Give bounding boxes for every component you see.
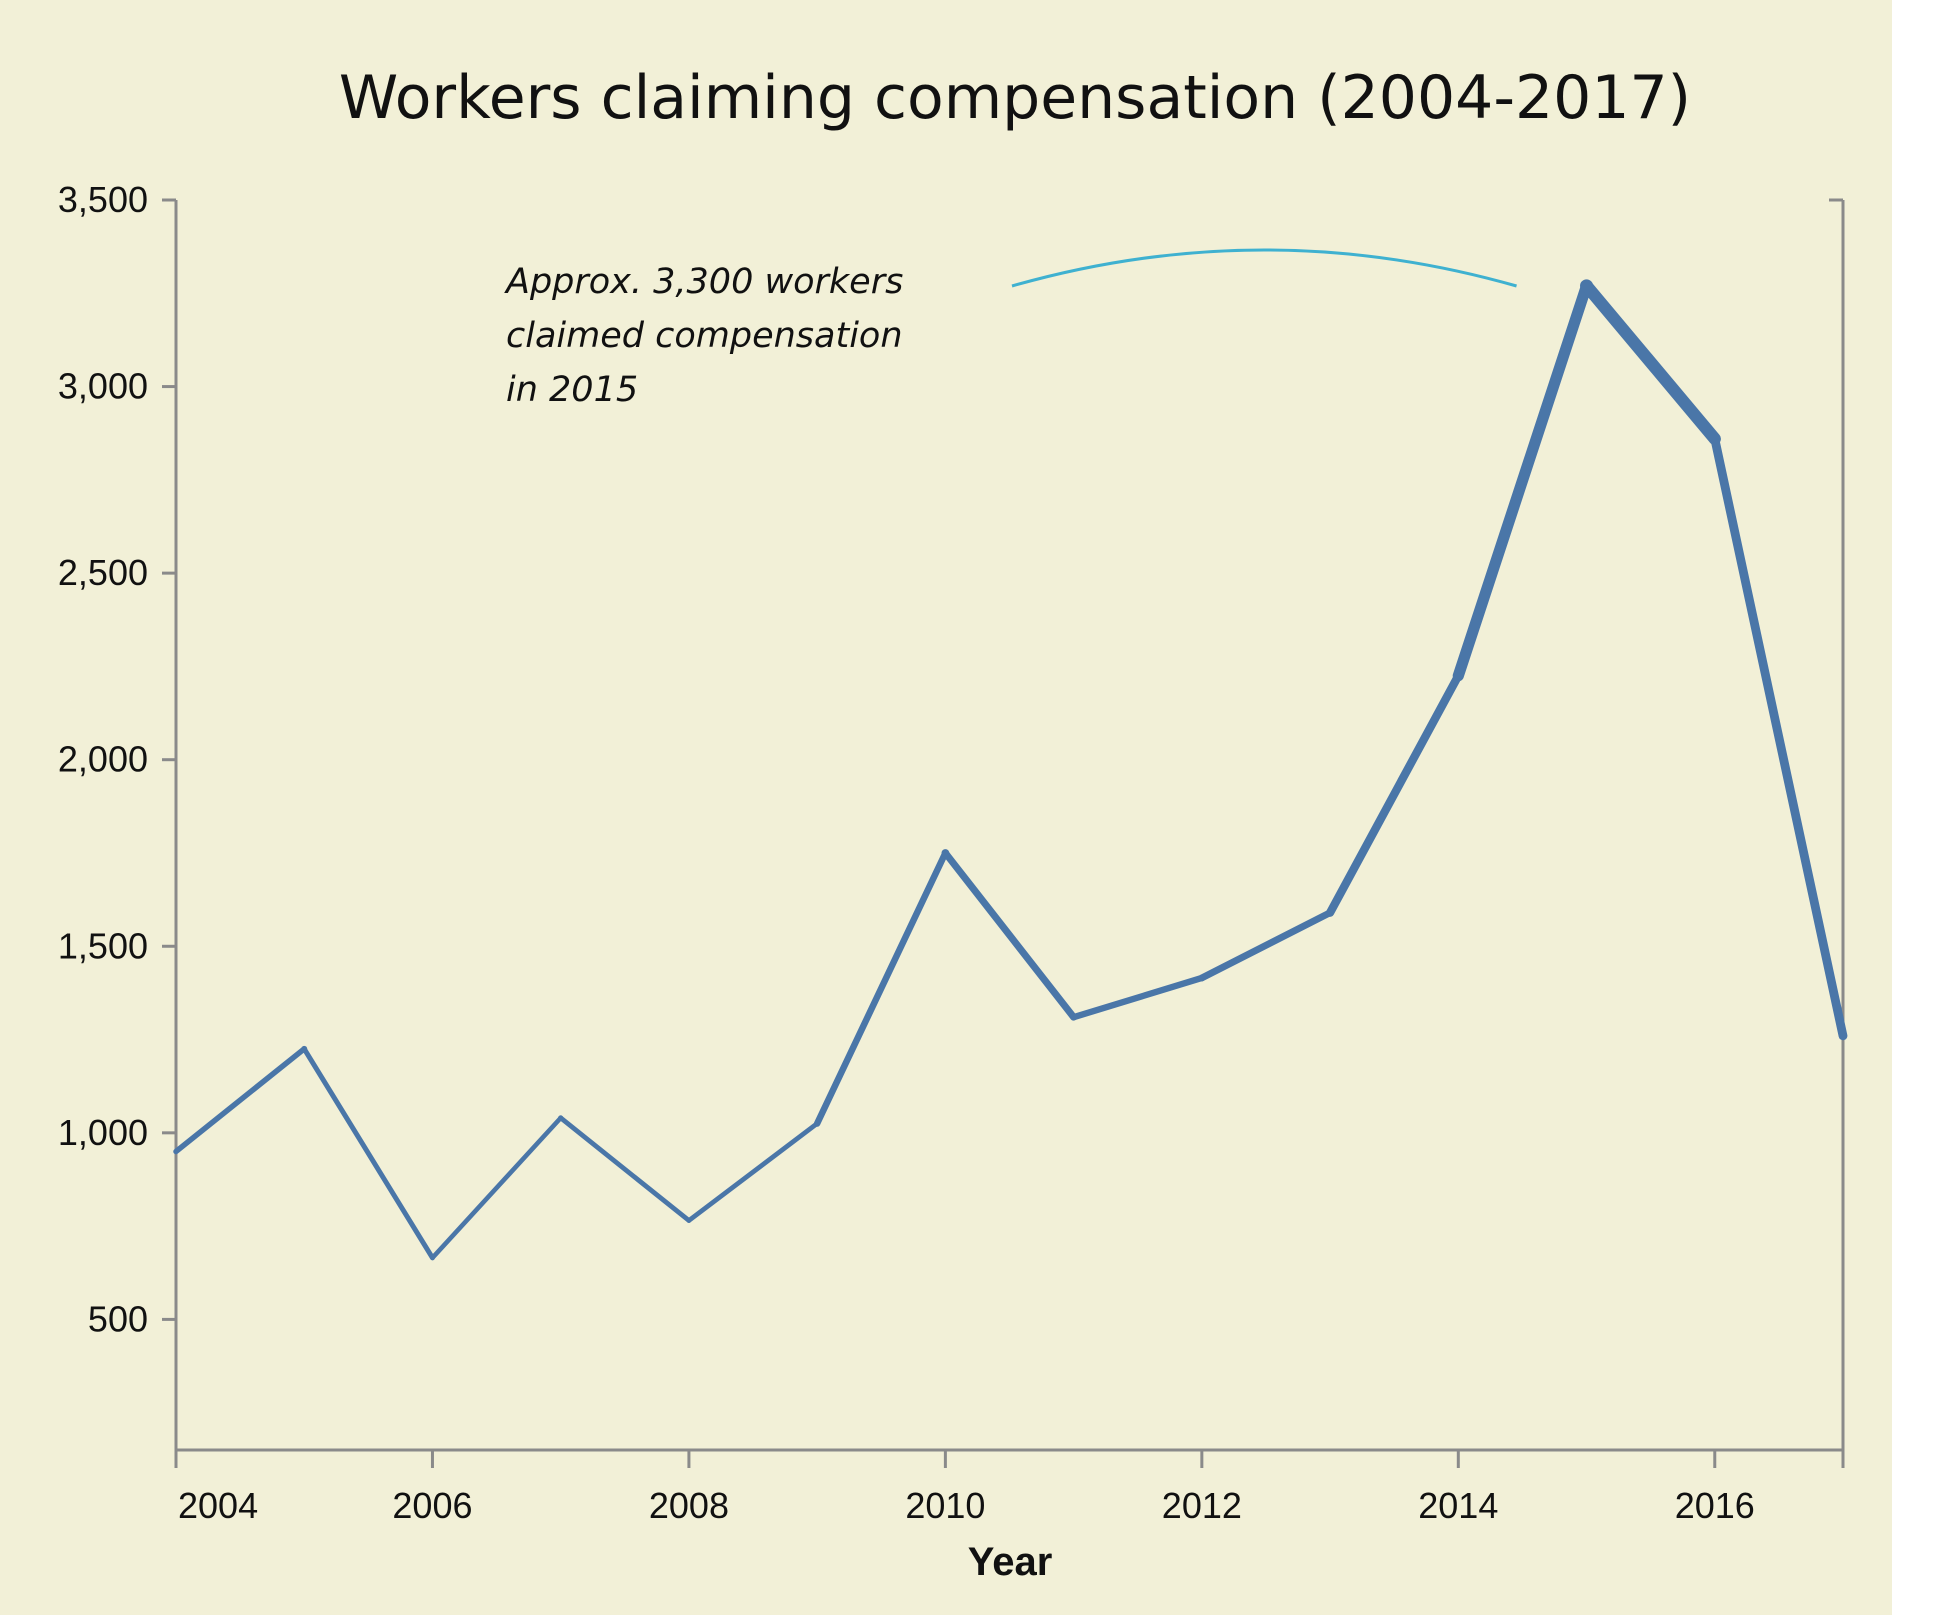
series-segment <box>1070 974 1206 1021</box>
series-segment <box>173 1046 307 1155</box>
data-point <box>686 1218 692 1223</box>
series-segment <box>1710 434 1848 1041</box>
y-tick-label: 2,500 <box>58 552 148 593</box>
data-point <box>1708 433 1721 445</box>
data-point <box>558 1115 564 1121</box>
annotation-text: claimed compensation <box>506 316 903 356</box>
series-segment <box>1452 280 1593 682</box>
data-point <box>1198 974 1206 982</box>
series-segment <box>686 1121 820 1223</box>
x-tick-label: 2014 <box>1418 1485 1498 1526</box>
data-point <box>1453 671 1464 681</box>
series-segment <box>558 1115 692 1223</box>
x-tick-label: 2012 <box>1162 1485 1242 1526</box>
series-segment <box>301 1046 435 1261</box>
y-tick-label: 1,500 <box>58 925 148 966</box>
series-segment <box>1580 279 1721 445</box>
line-chart: Workers claiming compensation (2004-2017… <box>58 63 1848 1584</box>
y-tick-label: 500 <box>88 1298 148 1339</box>
series-segment <box>813 849 949 1127</box>
x-tick-label: 2016 <box>1675 1485 1755 1526</box>
series-segment <box>430 1115 563 1261</box>
y-tick-label: 3,500 <box>58 179 148 220</box>
chart-title: Workers claiming compensation (2004-2017… <box>339 63 1691 133</box>
annotation: Approx. 3,300 workers claimed compensatio… <box>504 248 1517 410</box>
series-layer <box>173 279 1848 1261</box>
axes: 500 1,000 1,500 2,000 2,500 3,000 3,500 2004 200… <box>58 179 1845 1526</box>
y-tick-label: 3,000 <box>58 366 148 407</box>
data-point <box>1840 1032 1846 1039</box>
x-tick-label: 2006 <box>392 1485 472 1526</box>
series-segment <box>941 849 1078 1021</box>
chart-panel: Workers claiming compensation (2004-2017… <box>0 0 1892 1615</box>
data-point <box>430 1255 435 1260</box>
x-tick-label: 2004 <box>178 1485 258 1526</box>
series-segment <box>1198 909 1334 982</box>
y-tick-label: 2,000 <box>58 739 148 780</box>
data-point <box>941 849 950 857</box>
series-segment <box>1325 671 1463 917</box>
data-point <box>173 1148 179 1154</box>
annotation-text: in 2015 <box>506 370 638 410</box>
x-axis-title: Year <box>968 1540 1053 1584</box>
annotation-text: Approx. 3,300 workers <box>504 262 903 302</box>
data-point <box>814 1120 820 1127</box>
data-point <box>1070 1014 1077 1021</box>
data-point <box>301 1045 308 1052</box>
data-point <box>1326 909 1334 917</box>
data-point <box>1580 279 1594 293</box>
annotation-arc <box>1011 248 1517 288</box>
y-tick-label: 1,000 <box>58 1112 148 1153</box>
x-tick-label: 2010 <box>905 1485 985 1526</box>
x-tick-label: 2008 <box>649 1485 729 1526</box>
